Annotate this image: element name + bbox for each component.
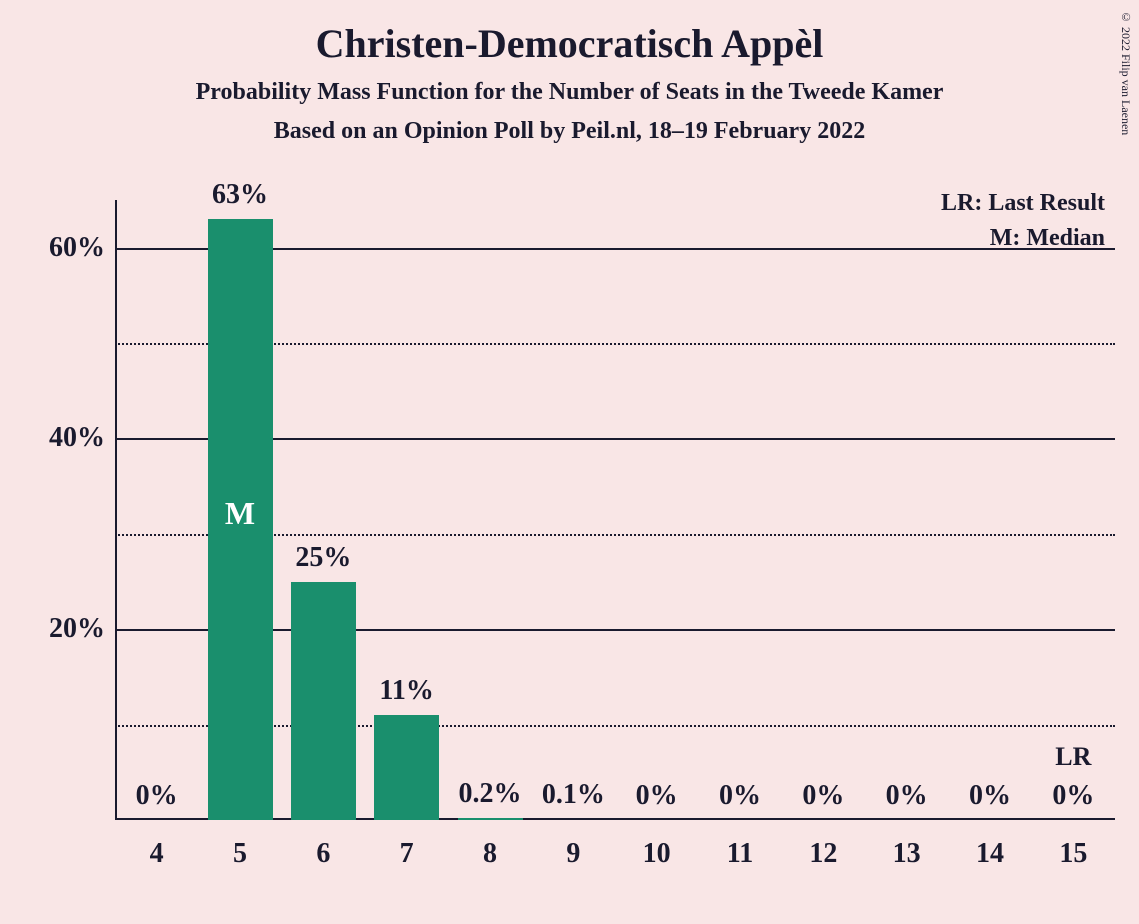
x-tick-label: 6 [316,838,330,870]
chart-title: Christen-Democratisch Appèl [0,0,1139,67]
bar-value-label: 0.1% [542,779,605,811]
bar-value-label: 0% [802,780,844,812]
chart-plot-area: 20%40%60%LR: Last ResultM: Median0%63%M2… [115,200,1115,820]
bar-value-label: 0.2% [459,778,522,810]
bar-value-label: 0% [886,780,928,812]
bar-value-label: 0% [969,780,1011,812]
bar [458,818,523,820]
y-tick-label: 60% [49,232,105,264]
y-tick-label: 40% [49,422,105,454]
bar-value-label: 63% [212,179,268,211]
bar [291,582,356,820]
x-tick-label: 4 [150,838,164,870]
chart-subtitle: Probability Mass Function for the Number… [0,67,1139,106]
legend-lr: LR: Last Result [941,190,1105,217]
x-tick-label: 12 [809,838,837,870]
copyright-text: © 2022 Filip van Laenen [1118,10,1133,135]
y-tick-label: 20% [49,613,105,645]
legend-m: M: Median [990,225,1105,252]
y-axis [115,200,117,820]
bar-value-label: 0% [719,780,761,812]
x-tick-label: 15 [1059,838,1087,870]
x-tick-label: 7 [400,838,414,870]
bar-value-label: 11% [379,675,433,707]
lr-marker: LR [1055,742,1091,772]
bar-value-label: 25% [295,542,351,574]
bar-value-label: 0% [1052,780,1094,812]
median-marker: M [225,495,255,532]
x-tick-label: 9 [566,838,580,870]
bar-value-label: 0% [636,780,678,812]
bar-value-label: 0% [136,780,178,812]
chart-subtitle2: Based on an Opinion Poll by Peil.nl, 18–… [0,106,1139,145]
x-tick-label: 14 [976,838,1004,870]
bar [374,715,439,820]
x-tick-label: 10 [643,838,671,870]
x-tick-label: 5 [233,838,247,870]
x-tick-label: 13 [893,838,921,870]
x-tick-label: 11 [727,838,753,870]
x-tick-label: 8 [483,838,497,870]
